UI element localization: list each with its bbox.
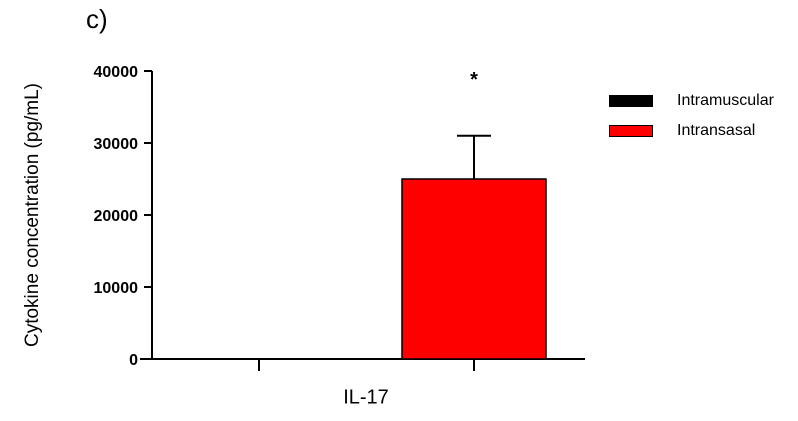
legend-label-intransasal: Intransasal [677,122,756,139]
x-axis [140,358,585,371]
legend-swatch-intransasal [609,125,653,137]
y-axis: 0 10000 20000 30000 40000 [94,64,153,369]
bar-intransasal [401,178,547,360]
x-tick-label-il-17: IL-17 [343,386,389,409]
legend-swatch-intramuscular [609,95,653,107]
y-tick-label: 40000 [94,64,139,81]
legend-item-intramuscular: Intramuscular [609,86,774,116]
legend-label-intramuscular: Intramuscular [677,92,774,109]
y-tick-label: 0 [129,352,138,369]
y-tick-label: 20000 [94,208,139,225]
significance-marker: * [470,69,478,91]
legend-item-intransasal: Intransasal [609,116,774,146]
y-tick-label: 10000 [94,280,139,297]
y-tick-label: 30000 [94,136,139,153]
legend: Intramuscular Intransasal [609,86,774,146]
panel-label: c) [86,4,108,34]
bars: * [401,69,547,360]
